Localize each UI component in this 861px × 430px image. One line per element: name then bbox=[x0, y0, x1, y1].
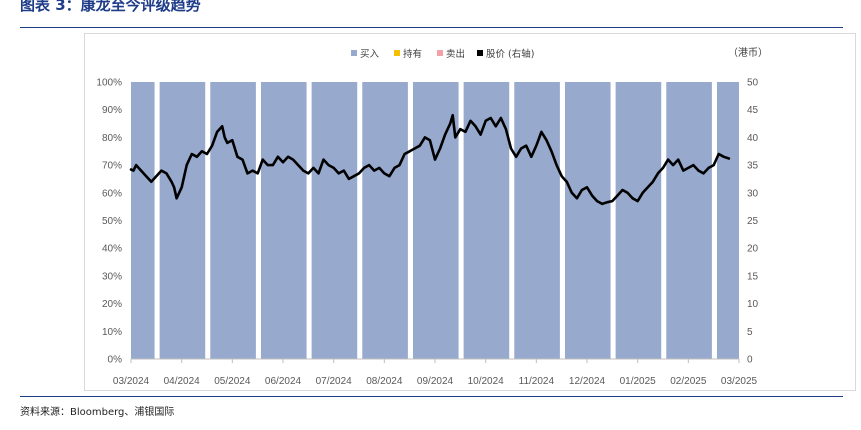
left-axis-tick: 70% bbox=[102, 161, 122, 172]
legend-sell-label: 卖出 bbox=[446, 48, 465, 60]
bar-buy bbox=[210, 82, 256, 359]
bar-buy bbox=[615, 82, 662, 359]
left-axis-tick: 10% bbox=[102, 327, 122, 338]
left-axis-tick: 0% bbox=[108, 355, 123, 366]
left-axis-tick: 60% bbox=[102, 188, 122, 199]
bar-buy bbox=[159, 82, 206, 359]
x-axis-tick: 04/2024 bbox=[164, 376, 201, 387]
left-axis-tick: 80% bbox=[102, 133, 122, 144]
x-axis-tick: 05/2024 bbox=[214, 376, 251, 387]
legend: 买入 持有 卖出 股价 (右轴) bbox=[351, 48, 534, 60]
right-axis-tick: 30 bbox=[747, 188, 759, 199]
right-axis-tick: 35 bbox=[747, 161, 759, 172]
bar-buy bbox=[716, 82, 739, 359]
right-axis-tick: 10 bbox=[747, 299, 759, 310]
x-axis-tick: 10/2024 bbox=[468, 376, 505, 387]
right-axis-tick: 20 bbox=[747, 244, 759, 255]
right-axis-tick: 45 bbox=[747, 105, 759, 116]
right-axis-tick: 5 bbox=[747, 327, 753, 338]
legend-hold-label: 持有 bbox=[403, 48, 422, 60]
right-axis-tick: 50 bbox=[747, 78, 759, 89]
legend-sell-swatch bbox=[437, 50, 443, 56]
x-axis-tick: 11/2024 bbox=[519, 376, 555, 387]
price-layer bbox=[129, 113, 731, 206]
legend-buy-swatch bbox=[351, 50, 357, 56]
bar-buy bbox=[362, 82, 408, 359]
legend-price-swatch bbox=[477, 50, 483, 56]
left-axis-tick: 40% bbox=[102, 244, 122, 255]
bar-buy bbox=[666, 82, 712, 359]
source-note: 资料来源：Bloomberg、浦银国际 bbox=[20, 407, 175, 418]
bar-buy bbox=[311, 82, 358, 359]
x-axis-tick: 03/2024 bbox=[113, 376, 150, 387]
bar-buy bbox=[564, 82, 611, 359]
left-axis-tick: 30% bbox=[102, 271, 122, 282]
chart-title: 图表 3：康龙至今评级趋势 bbox=[20, 0, 201, 14]
right-axis-tick: 15 bbox=[747, 271, 759, 282]
bar-buy bbox=[131, 82, 155, 359]
price-line bbox=[129, 113, 731, 206]
x-axis-tick: 03/2025 bbox=[721, 376, 758, 387]
legend-hold-swatch bbox=[394, 50, 400, 56]
x-axis-tick: 01/2025 bbox=[620, 376, 657, 387]
x-axis-tick: 02/2025 bbox=[670, 376, 707, 387]
left-axis-tick: 90% bbox=[102, 105, 122, 116]
bar-buy bbox=[412, 82, 459, 359]
left-axis-tick: 20% bbox=[102, 299, 122, 310]
x-axis-tick: 09/2024 bbox=[417, 376, 454, 387]
bottom-rule bbox=[20, 396, 843, 397]
bar-buy bbox=[514, 82, 560, 359]
right-axis-tick: 0 bbox=[747, 355, 753, 366]
right-axis-tick: 25 bbox=[747, 216, 759, 227]
right-axis-tick: 40 bbox=[747, 133, 759, 144]
axes: 0% 10% 20% 30% 40% 50% 60% 70% 80% 90% 100% 0 5 10 15 2… bbox=[96, 78, 758, 388]
bar-buy bbox=[260, 82, 307, 359]
top-rule bbox=[20, 27, 843, 28]
legend-price-label: 股价 (右轴) bbox=[486, 48, 534, 60]
x-axis-tick: 07/2024 bbox=[316, 376, 353, 387]
x-axis-tick: 12/2024 bbox=[569, 376, 606, 387]
bar-buy bbox=[463, 82, 510, 359]
chart-frame bbox=[84, 33, 856, 391]
left-axis-tick: 100% bbox=[96, 78, 122, 89]
buy-bars bbox=[131, 82, 739, 359]
legend-buy-label: 买入 bbox=[360, 49, 380, 60]
x-axis-tick: 06/2024 bbox=[265, 376, 302, 387]
x-axis-tick: 08/2024 bbox=[366, 376, 403, 387]
left-axis-tick: 50% bbox=[102, 216, 122, 227]
right-axis-unit: （港币） bbox=[728, 47, 768, 59]
